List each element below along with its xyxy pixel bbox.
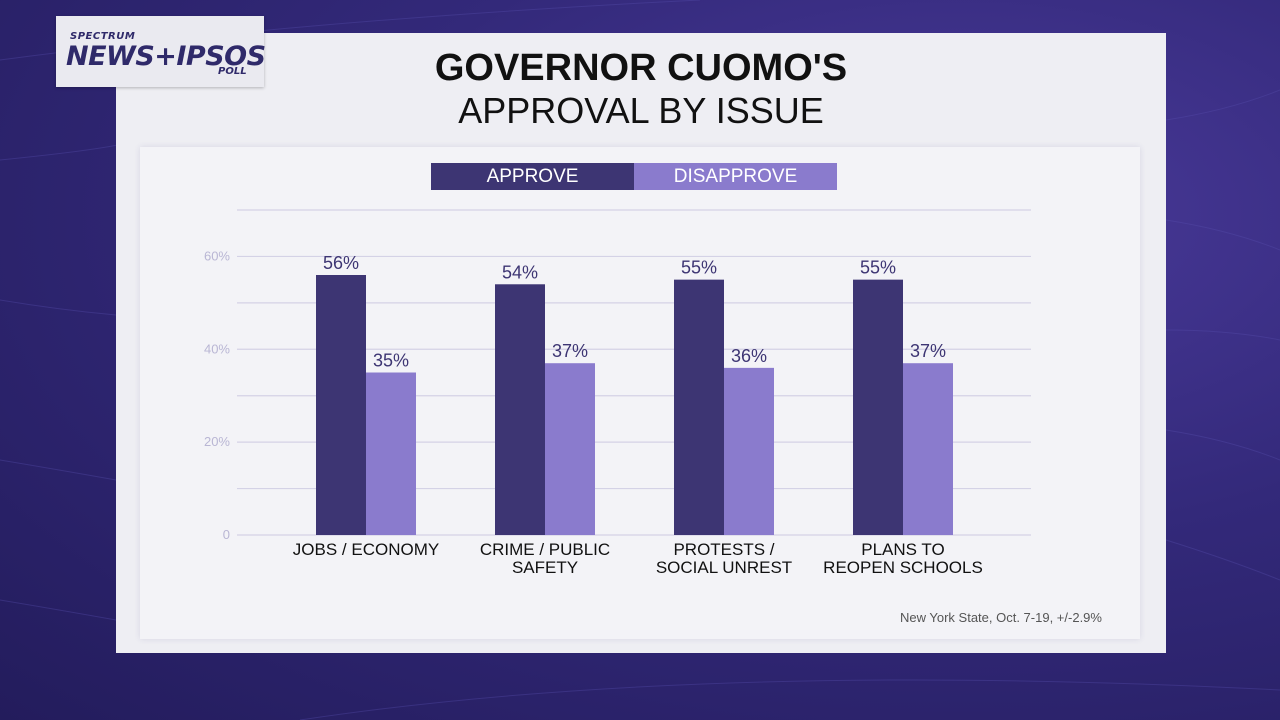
data-label: 36%	[731, 346, 767, 366]
chart-panel	[140, 147, 1140, 639]
bar-disapprove	[724, 367, 774, 535]
y-tick-label: 60%	[204, 248, 230, 263]
data-label: 55%	[681, 258, 717, 278]
bar-disapprove	[366, 372, 416, 535]
y-tick-label: 20%	[204, 434, 230, 449]
footnote: New York State, Oct. 7-19, +/-2.9%	[900, 610, 1102, 625]
logo-line-2: NEWS+IPSOS	[66, 41, 266, 72]
legend-disapprove: DISAPPROVE	[634, 163, 837, 190]
category-label: PROTESTS /	[673, 540, 774, 559]
bar-approve	[316, 275, 366, 535]
spectrum-ipsos-logo: SPECTRUM NEWS+IPSOS POLL	[56, 16, 266, 87]
bar-approve	[853, 279, 903, 535]
data-label: 56%	[323, 253, 359, 273]
data-label: 55%	[860, 258, 896, 278]
bar-disapprove	[903, 363, 953, 535]
legend-approve: APPROVE	[431, 163, 634, 190]
data-label: 35%	[373, 351, 409, 371]
category-label: PLANS TO	[861, 540, 944, 559]
category-label: REOPEN SCHOOLS	[823, 558, 983, 577]
data-label: 37%	[910, 341, 946, 361]
chart-title: GOVERNOR CUOMO'S	[434, 47, 848, 89]
y-tick-label: 40%	[204, 341, 230, 356]
category-label: SAFETY	[512, 558, 578, 577]
data-label: 54%	[502, 262, 538, 282]
bar-approve	[495, 284, 545, 535]
bar-disapprove	[545, 363, 595, 535]
data-label: 37%	[552, 341, 588, 361]
y-tick-label: 0	[223, 527, 230, 542]
category-label: JOBS / ECONOMY	[293, 540, 439, 559]
logo-line-1: SPECTRUM	[70, 31, 136, 42]
logo-line-3: POLL	[218, 66, 247, 77]
chart-subtitle: APPROVAL BY ISSUE	[458, 90, 824, 131]
bar-approve	[674, 279, 724, 535]
category-label: CRIME / PUBLIC	[480, 540, 610, 559]
category-label: SOCIAL UNREST	[656, 558, 792, 577]
